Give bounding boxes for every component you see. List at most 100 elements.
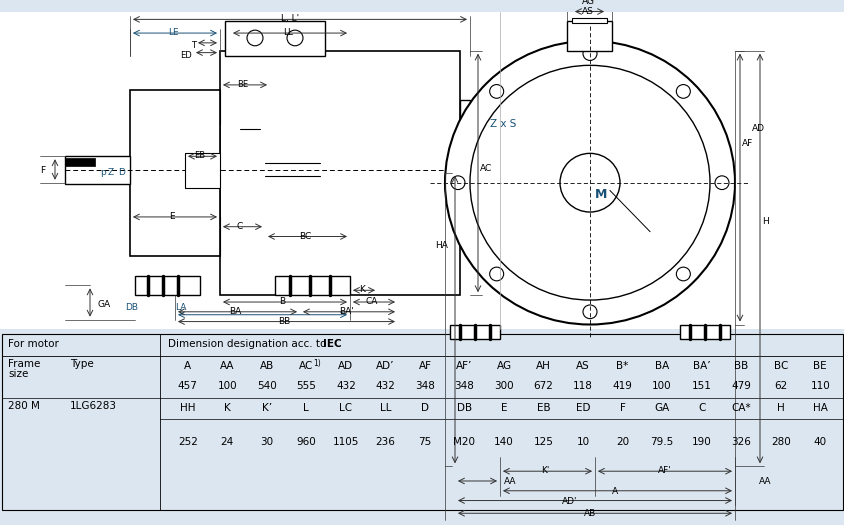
Text: BE: BE [813,361,826,371]
Text: AF: AF [418,361,431,371]
Bar [566,22,611,51]
Text: 125: 125 [533,437,553,447]
Text: 432: 432 [375,381,395,391]
Text: Z: Z [108,168,114,177]
Text: E: E [500,403,506,413]
Text: LA: LA [175,303,187,312]
Text: AS: AS [576,361,589,371]
Text: B: B [279,297,284,306]
Text: M20: M20 [453,437,475,447]
Bar [0,12,844,329]
Text: AF': AF' [657,466,671,475]
Text: 30: 30 [260,437,273,447]
Text: Type: Type [70,359,94,369]
Bar [679,324,729,339]
Text: 457: 457 [177,381,197,391]
Text: D: D [420,403,429,413]
Text: 432: 432 [336,381,355,391]
Text: 300: 300 [494,381,513,391]
Text: L: L [303,403,309,413]
Text: LL: LL [283,28,293,37]
Text: AB: AB [259,361,273,371]
Text: HA: HA [435,242,447,250]
Bar [274,276,349,295]
Text: AD: AD [338,361,353,371]
Text: AD': AD' [561,497,577,506]
Text: DB: DB [457,403,472,413]
Text: AS: AS [582,7,593,16]
Text: L, L': L, L' [280,14,299,23]
Text: AA: AA [758,477,771,486]
Text: E: E [169,212,175,221]
Text: BA: BA [229,307,241,316]
Bar [219,51,459,295]
Text: BA: BA [654,361,668,371]
Bar [130,90,219,256]
Text: ED: ED [575,403,590,413]
Text: H: H [776,403,783,413]
Text: F: F [41,166,46,175]
Text: AD’: AD’ [376,361,394,371]
Bar [65,158,95,166]
Text: 326: 326 [730,437,750,447]
Text: D: D [118,168,125,177]
Text: EB: EB [536,403,549,413]
Text: T: T [191,41,196,50]
Text: 960: 960 [296,437,316,447]
Text: BB: BB [733,361,748,371]
Text: 419: 419 [612,381,632,391]
Bar [185,153,219,187]
Text: AF’: AF’ [456,361,472,371]
Text: CA: CA [365,297,378,306]
Text: 100: 100 [217,381,237,391]
Bar [459,100,469,246]
Text: AC: AC [299,361,313,371]
Text: BA’: BA’ [692,361,710,371]
Text: 348: 348 [414,381,435,391]
Text: EB: EB [194,151,205,161]
Text: AB: AB [583,509,595,518]
Text: 540: 540 [257,381,276,391]
Text: size: size [8,369,29,379]
Text: 555: 555 [296,381,316,391]
Text: 10: 10 [576,437,589,447]
Bar [2,334,842,510]
Text: p: p [100,168,106,177]
Text: F: F [619,403,625,413]
Bar [0,329,844,525]
Text: 20: 20 [615,437,629,447]
Text: 1): 1) [313,359,321,368]
Text: AA: AA [503,477,516,486]
Bar [450,324,500,339]
Text: C: C [236,222,243,231]
Text: 1LG6283: 1LG6283 [70,401,116,411]
Text: 1105: 1105 [333,437,359,447]
Circle shape [287,30,303,46]
Text: 110: 110 [809,381,829,391]
Bar [225,22,325,56]
Text: K’: K’ [262,403,272,413]
Text: AC: AC [479,163,492,173]
Text: 479: 479 [730,381,750,391]
Bar [65,156,130,184]
Text: M: M [594,187,607,201]
Text: 140: 140 [494,437,513,447]
Text: 79.5: 79.5 [650,437,673,447]
Text: BC: BC [772,361,787,371]
Text: 252: 252 [177,437,197,447]
Text: AH: AH [535,361,550,371]
Text: AD: AD [751,124,764,133]
Text: K': K' [540,466,549,475]
Circle shape [445,41,734,324]
Text: DB: DB [125,303,138,312]
Text: 236: 236 [375,437,395,447]
Text: K: K [359,286,365,295]
Bar [571,18,606,23]
Text: 190: 190 [691,437,711,447]
Text: LE: LE [167,28,178,37]
Text: LC: LC [339,403,352,413]
Text: AG: AG [496,361,511,371]
Text: BB: BB [278,317,289,326]
Text: CA*: CA* [731,403,750,413]
Text: HA: HA [812,403,826,413]
